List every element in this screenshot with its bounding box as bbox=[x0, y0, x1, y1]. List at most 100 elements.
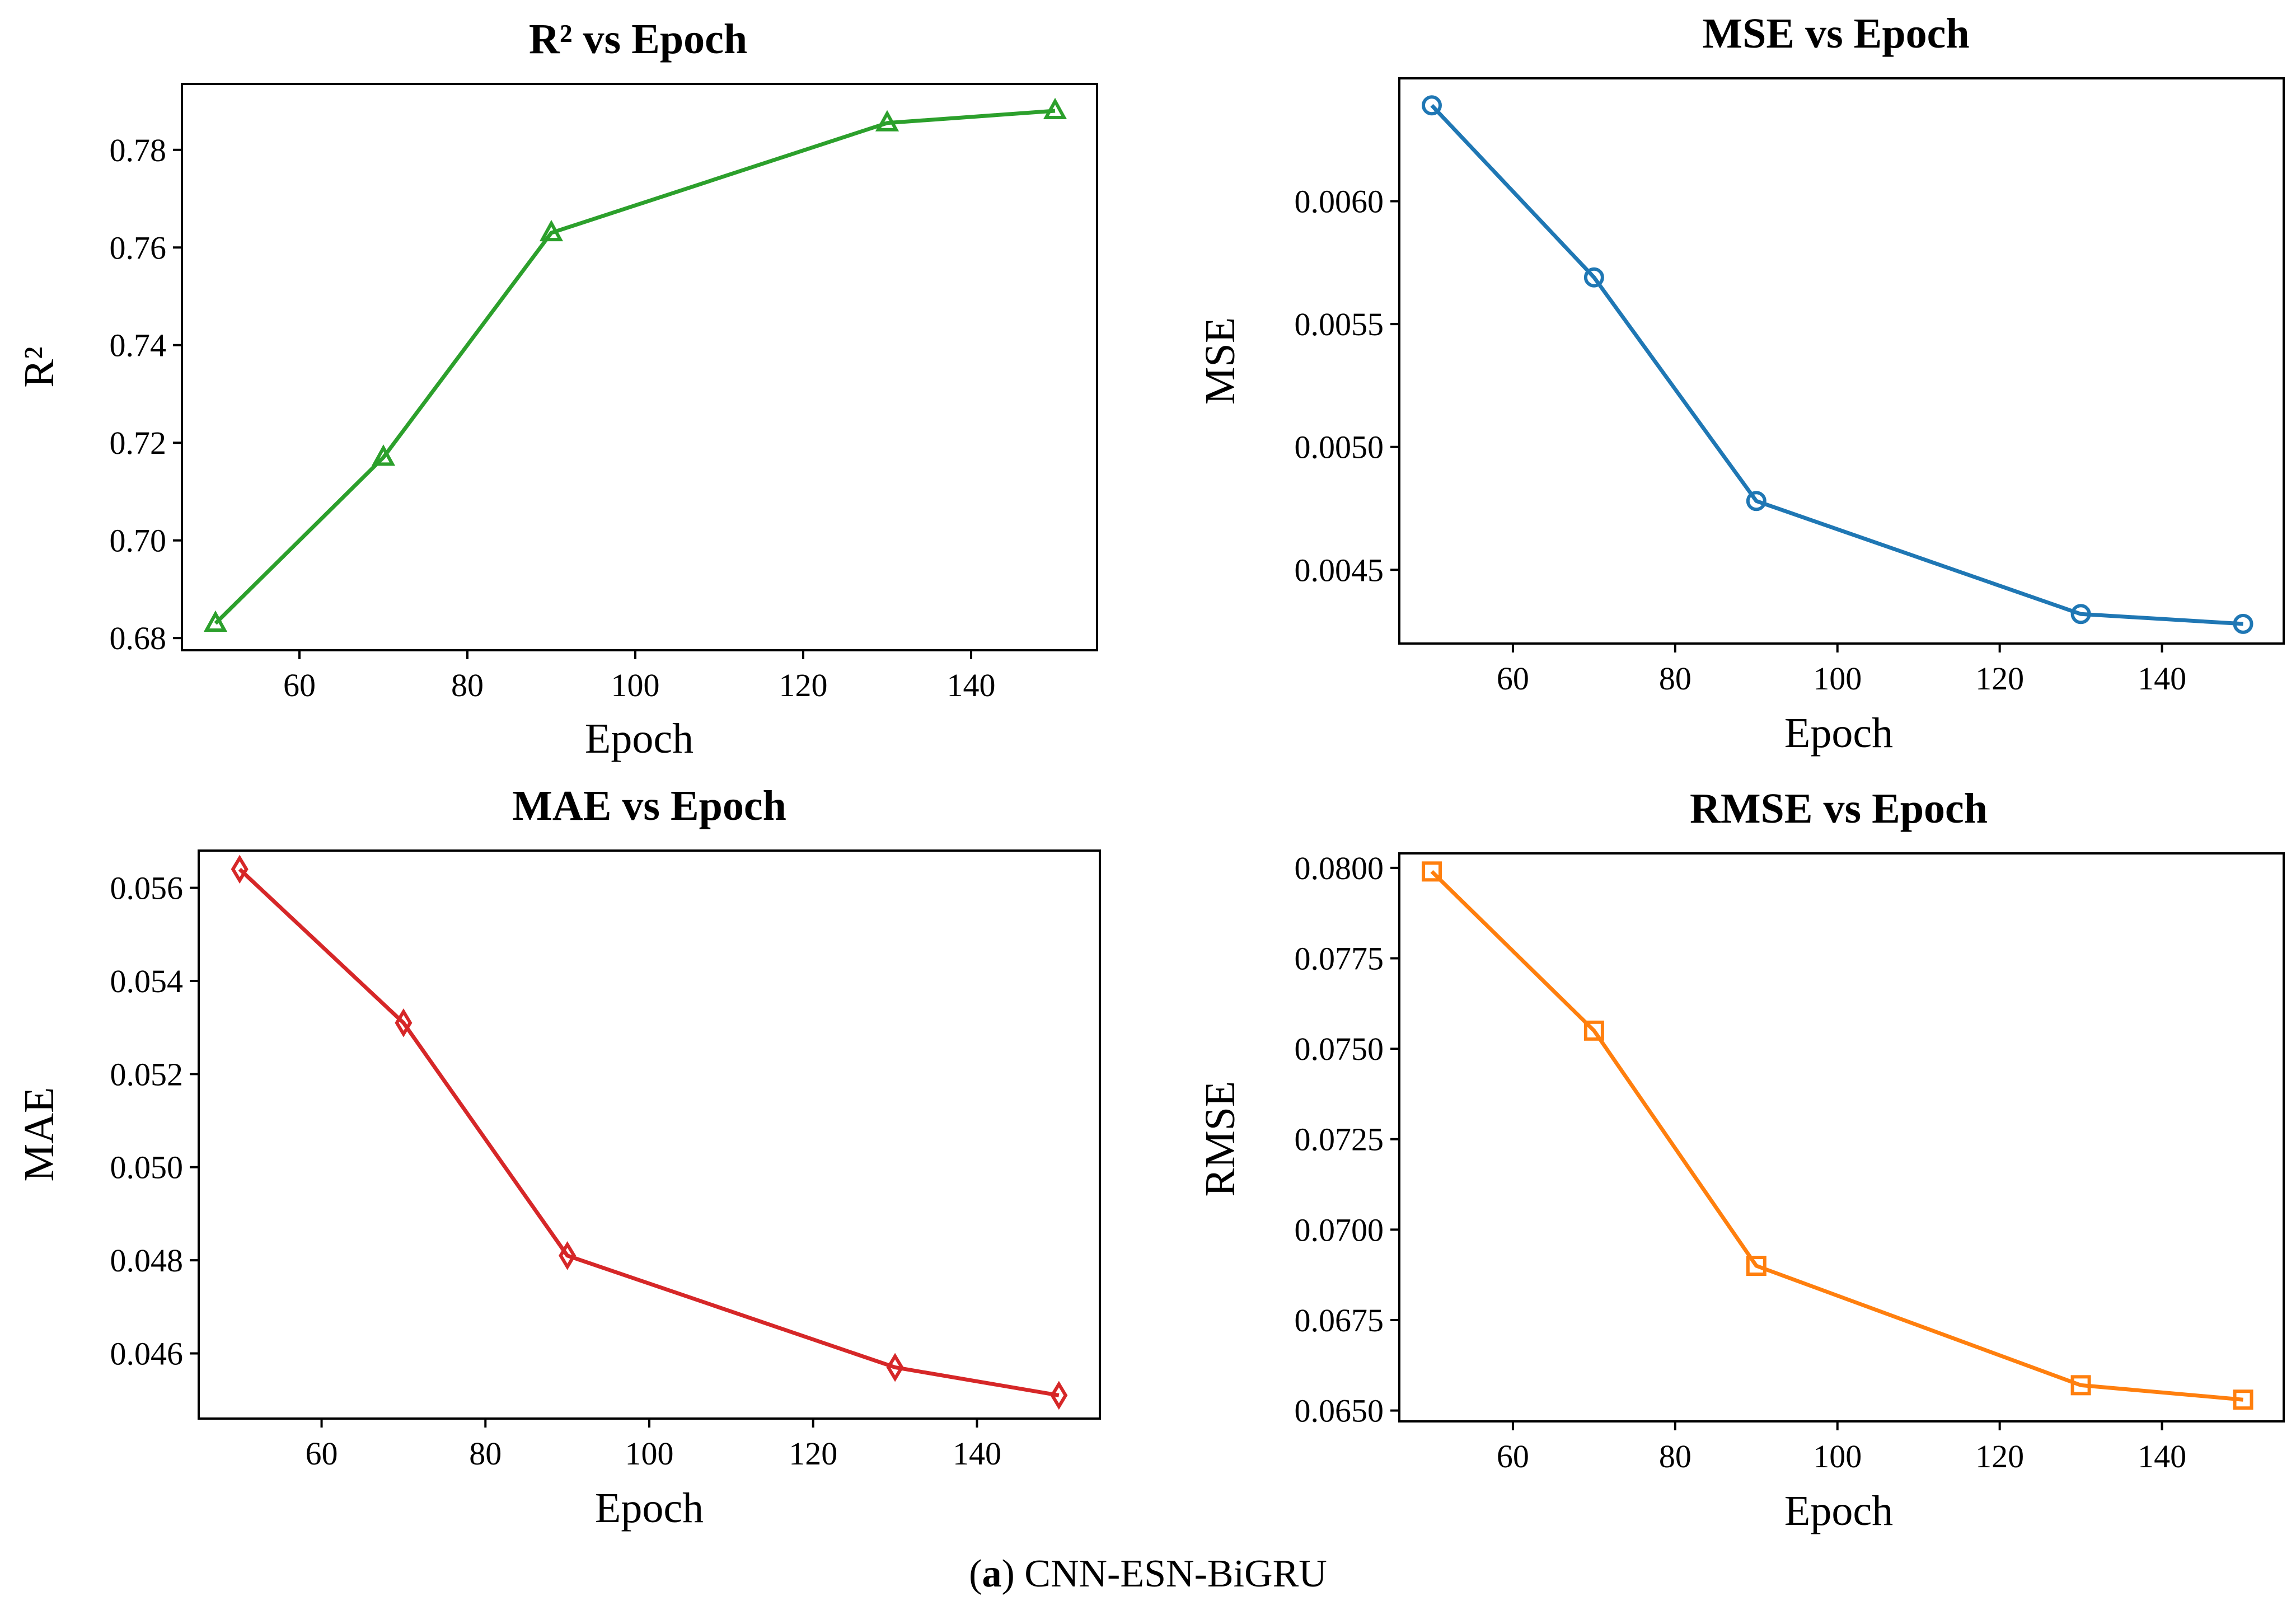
r2-x-tick-label: 120 bbox=[779, 667, 828, 703]
r2-plot-frame bbox=[181, 83, 1098, 651]
r2-data-point bbox=[1043, 97, 1067, 119]
mae-x-tick-label: 100 bbox=[625, 1435, 674, 1472]
mae-data-point bbox=[395, 1008, 413, 1037]
rmse-chart-title: RMSE vs Epoch bbox=[1690, 785, 1988, 832]
mse-data-point bbox=[2233, 613, 2253, 634]
mae-x-tick-label: 120 bbox=[789, 1435, 837, 1472]
mae-data-point bbox=[559, 1241, 577, 1270]
r2-y-tick-label: 0.72 bbox=[110, 425, 167, 461]
mae-y-tick-label: 0.046 bbox=[110, 1336, 184, 1372]
rmse-plot-frame bbox=[1398, 852, 2285, 1422]
caption-open-paren: ( bbox=[969, 1552, 982, 1595]
r2-y-axis-label: R² bbox=[16, 346, 63, 387]
r2-data-point bbox=[875, 110, 899, 132]
rmse-y-tick-label: 0.0800 bbox=[1295, 850, 1384, 886]
r2-y-tick-label: 0.74 bbox=[110, 327, 167, 364]
mae-data-point bbox=[231, 855, 249, 884]
r2-series-line bbox=[214, 109, 1056, 625]
rmse-y-tick-label: 0.0775 bbox=[1295, 940, 1384, 976]
mse-plot-frame bbox=[1398, 77, 2285, 645]
rmse-y-tick-label: 0.0650 bbox=[1295, 1393, 1384, 1429]
rmse-data-point bbox=[2070, 1375, 2091, 1396]
rmse-series bbox=[1421, 861, 2253, 1410]
mse-data-point bbox=[1421, 95, 1442, 116]
r2-x-axis-label: Epoch bbox=[585, 715, 694, 762]
r2-series bbox=[203, 97, 1067, 632]
r2-x-ticks: 60 80 100 120 140 bbox=[283, 650, 996, 703]
rmse-x-tick-label: 80 bbox=[1659, 1438, 1691, 1475]
rmse-x-ticks: 60 80 100 120 140 bbox=[1497, 1421, 2186, 1475]
rmse-data-point bbox=[1746, 1256, 1766, 1276]
r2-y-tick-label: 0.76 bbox=[110, 229, 167, 266]
caption-close-paren: ) bbox=[1001, 1552, 1014, 1595]
rmse-y-tick-label: 0.0675 bbox=[1295, 1302, 1384, 1339]
mse-y-ticks: 0.0045 0.0050 0.0055 0.0060 bbox=[1295, 184, 1399, 588]
mae-y-ticks: 0.046 0.048 0.050 0.052 0.054 0.056 bbox=[110, 870, 199, 1372]
r2-y-ticks: 0.68 0.70 0.72 0.74 0.76 0.78 bbox=[110, 132, 182, 656]
mse-x-axis-label: Epoch bbox=[1784, 710, 1893, 757]
r2-data-point bbox=[371, 444, 396, 466]
r2-data-point bbox=[203, 610, 228, 632]
mae-series bbox=[231, 855, 1068, 1410]
mae-chart: MAE vs Epoch 60 80 100 120 140 0.0460.0480.0… bbox=[16, 782, 1101, 1532]
mse-data-point bbox=[2070, 604, 2091, 625]
rmse-y-ticks: 0.0650 0.0675 0.0700 0.0725 0.0750 0.0775 0.08… bbox=[1295, 850, 1399, 1429]
mse-data-point bbox=[1583, 267, 1604, 288]
mse-x-tick-label: 80 bbox=[1659, 660, 1691, 697]
rmse-series-line bbox=[1430, 870, 2243, 1402]
mse-x-tick-label: 140 bbox=[2138, 660, 2186, 697]
rmse-data-point bbox=[2233, 1389, 2253, 1410]
rmse-y-axis-label: RMSE bbox=[1197, 1081, 1244, 1197]
mae-x-tick-label: 60 bbox=[306, 1435, 338, 1472]
mae-data-point bbox=[886, 1353, 904, 1382]
r2-y-tick-label: 0.70 bbox=[110, 523, 167, 559]
rmse-x-tick-label: 100 bbox=[1813, 1438, 1862, 1475]
rmse-data-point bbox=[1583, 1020, 1604, 1041]
mse-x-ticks: 60 80 100 120 140 bbox=[1497, 644, 2186, 697]
figure-caption: (a) CNN-ESN-BiGRU bbox=[969, 1552, 1327, 1595]
mse-data-point bbox=[1746, 491, 1766, 511]
mse-x-tick-label: 120 bbox=[1975, 660, 2024, 697]
mae-data-point bbox=[1050, 1381, 1068, 1410]
mae-series-line bbox=[238, 867, 1060, 1397]
mse-chart: MSE vs Epoch 60 80 100 120 140 0.0045 0.0050 0… bbox=[1197, 10, 2285, 757]
rmse-x-axis-label: Epoch bbox=[1784, 1487, 1893, 1534]
r2-y-tick-label: 0.78 bbox=[110, 132, 167, 168]
r2-chart-title: R² vs Epoch bbox=[529, 16, 747, 63]
rmse-y-tick-label: 0.0725 bbox=[1295, 1121, 1384, 1158]
mae-x-ticks: 60 80 100 120 140 bbox=[306, 1419, 1001, 1472]
r2-x-tick-label: 100 bbox=[611, 667, 660, 703]
mse-y-tick-label: 0.0045 bbox=[1295, 552, 1384, 588]
mse-series-line bbox=[1430, 104, 2243, 626]
caption-text: CNN-ESN-BiGRU bbox=[1015, 1552, 1327, 1595]
mse-x-tick-label: 60 bbox=[1497, 660, 1529, 697]
mse-y-tick-label: 0.0050 bbox=[1295, 429, 1384, 466]
mse-series bbox=[1421, 95, 2253, 634]
mse-y-axis-label: MSE bbox=[1197, 317, 1244, 405]
mae-y-tick-label: 0.056 bbox=[110, 870, 184, 907]
mae-y-tick-label: 0.048 bbox=[110, 1242, 184, 1279]
rmse-chart: RMSE vs Epoch 60 80 100 120 140 0.0650 0.0675… bbox=[1197, 785, 2285, 1534]
r2-y-tick-label: 0.68 bbox=[110, 620, 167, 656]
mae-x-tick-label: 80 bbox=[469, 1435, 502, 1472]
r2-x-tick-label: 60 bbox=[283, 667, 316, 703]
mse-y-tick-label: 0.0060 bbox=[1295, 184, 1384, 220]
r2-x-tick-label: 80 bbox=[451, 667, 484, 703]
rmse-x-tick-label: 120 bbox=[1975, 1438, 2024, 1475]
mse-x-tick-label: 100 bbox=[1813, 660, 1862, 697]
mae-chart-title: MAE vs Epoch bbox=[512, 782, 786, 829]
mae-y-tick-label: 0.052 bbox=[110, 1056, 184, 1092]
r2-x-tick-label: 140 bbox=[947, 667, 996, 703]
r2-data-point bbox=[539, 219, 564, 242]
caption-letter: a bbox=[982, 1552, 1001, 1595]
mae-y-axis-label: MAE bbox=[16, 1087, 63, 1182]
rmse-y-tick-label: 0.0750 bbox=[1295, 1031, 1384, 1067]
mae-y-tick-label: 0.050 bbox=[110, 1149, 184, 1186]
rmse-data-point bbox=[1421, 861, 1442, 882]
mse-chart-title: MSE vs Epoch bbox=[1702, 10, 1969, 57]
mae-x-axis-label: Epoch bbox=[595, 1485, 704, 1532]
mae-y-tick-label: 0.054 bbox=[110, 963, 184, 999]
rmse-x-tick-label: 60 bbox=[1497, 1438, 1529, 1475]
